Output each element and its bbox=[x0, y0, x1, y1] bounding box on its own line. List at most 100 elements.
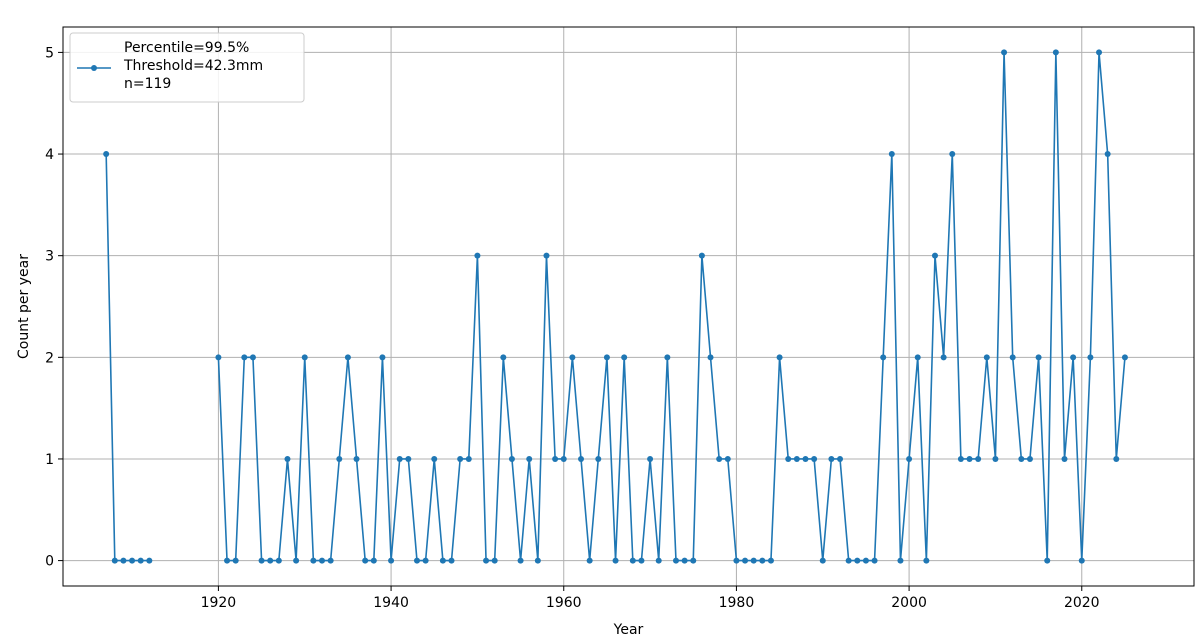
x-tick-label: 2020 bbox=[1064, 595, 1100, 611]
data-point bbox=[966, 455, 973, 462]
data-point bbox=[733, 557, 740, 564]
data-point bbox=[319, 557, 326, 564]
data-point bbox=[534, 557, 541, 564]
data-point bbox=[249, 354, 256, 361]
data-point bbox=[483, 557, 490, 564]
data-point bbox=[603, 354, 610, 361]
data-point bbox=[595, 455, 602, 462]
data-point bbox=[431, 455, 438, 462]
data-point bbox=[690, 557, 697, 564]
data-point bbox=[336, 455, 343, 462]
data-point bbox=[629, 557, 636, 564]
data-point bbox=[845, 557, 852, 564]
y-tick-label: 4 bbox=[45, 147, 54, 163]
data-point bbox=[940, 354, 947, 361]
data-point bbox=[888, 151, 895, 158]
y-tick-label: 2 bbox=[45, 350, 54, 366]
data-point bbox=[664, 354, 671, 361]
data-point bbox=[448, 557, 455, 564]
data-point bbox=[111, 557, 118, 564]
data-point bbox=[129, 557, 136, 564]
data-point bbox=[819, 557, 826, 564]
y-tick-label: 1 bbox=[45, 452, 54, 468]
data-point bbox=[388, 557, 395, 564]
y-tick-label: 0 bbox=[45, 554, 54, 570]
data-point bbox=[474, 252, 481, 259]
data-point bbox=[716, 455, 723, 462]
data-point bbox=[258, 557, 265, 564]
data-point bbox=[1078, 557, 1085, 564]
data-point bbox=[776, 354, 783, 361]
x-tick-label: 1960 bbox=[546, 595, 582, 611]
data-point bbox=[284, 455, 291, 462]
data-point bbox=[724, 455, 731, 462]
data-point bbox=[344, 354, 351, 361]
data-point bbox=[413, 557, 420, 564]
data-point bbox=[137, 557, 144, 564]
data-point bbox=[949, 151, 956, 158]
data-point bbox=[612, 557, 619, 564]
data-point bbox=[241, 354, 248, 361]
grid bbox=[63, 27, 1194, 586]
data-point bbox=[880, 354, 887, 361]
data-point bbox=[362, 557, 369, 564]
data-point bbox=[931, 252, 938, 259]
data-point bbox=[828, 455, 835, 462]
data-point bbox=[353, 455, 360, 462]
series-layer bbox=[103, 49, 1128, 564]
data-point bbox=[370, 557, 377, 564]
data-point bbox=[396, 455, 403, 462]
data-point bbox=[742, 557, 749, 564]
data-point bbox=[992, 455, 999, 462]
data-point bbox=[422, 557, 429, 564]
data-point bbox=[465, 455, 472, 462]
data-point bbox=[802, 455, 809, 462]
data-point bbox=[103, 151, 110, 158]
data-point bbox=[275, 557, 282, 564]
data-point bbox=[491, 557, 498, 564]
data-point bbox=[862, 557, 869, 564]
x-tick-label: 1980 bbox=[719, 595, 755, 611]
data-point bbox=[215, 354, 222, 361]
data-point bbox=[120, 557, 127, 564]
data-point bbox=[698, 252, 705, 259]
data-point bbox=[767, 557, 774, 564]
y-tick-label: 5 bbox=[45, 45, 54, 61]
data-point bbox=[1121, 354, 1128, 361]
data-point bbox=[293, 557, 300, 564]
data-point bbox=[975, 455, 982, 462]
data-point bbox=[1035, 354, 1042, 361]
series-line bbox=[217, 51, 1126, 562]
data-point bbox=[914, 354, 921, 361]
data-point bbox=[811, 455, 818, 462]
data-point bbox=[681, 557, 688, 564]
y-tick-label: 3 bbox=[45, 249, 54, 265]
data-point bbox=[508, 455, 515, 462]
data-point bbox=[439, 557, 446, 564]
data-point bbox=[923, 557, 930, 564]
data-point bbox=[560, 455, 567, 462]
data-point bbox=[232, 557, 239, 564]
data-point bbox=[405, 455, 412, 462]
legend: Percentile=99.5% Threshold=42.3mm n=119 bbox=[69, 32, 305, 103]
data-point bbox=[301, 354, 308, 361]
data-point bbox=[655, 557, 662, 564]
data-point bbox=[569, 354, 576, 361]
data-point bbox=[500, 354, 507, 361]
data-point bbox=[1061, 455, 1068, 462]
data-point bbox=[1104, 151, 1111, 158]
data-point bbox=[672, 557, 679, 564]
data-point bbox=[854, 557, 861, 564]
data-point bbox=[517, 557, 524, 564]
y-axis: 0 1 2 3 4 5 bbox=[45, 45, 63, 570]
data-point bbox=[707, 354, 714, 361]
data-point bbox=[638, 557, 645, 564]
data-point bbox=[586, 557, 593, 564]
data-point bbox=[837, 455, 844, 462]
y-axis-label: Count per year bbox=[16, 254, 32, 359]
data-point bbox=[785, 455, 792, 462]
data-point bbox=[457, 455, 464, 462]
data-point bbox=[526, 455, 533, 462]
data-point bbox=[1087, 354, 1094, 361]
